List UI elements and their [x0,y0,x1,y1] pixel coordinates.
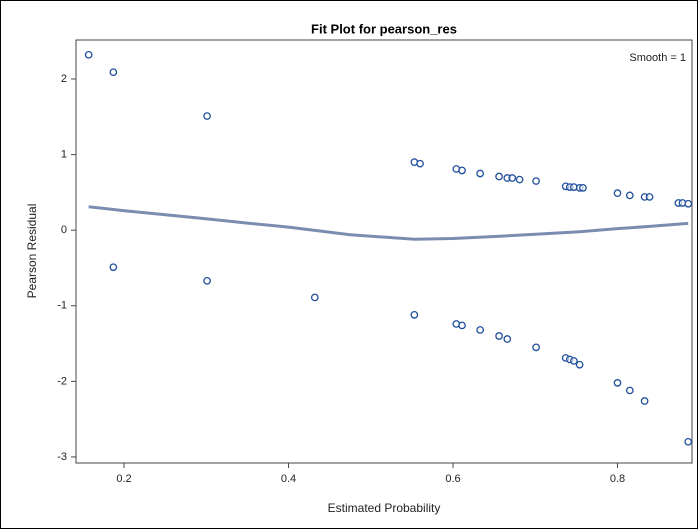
x-tick-label: 0.6 [445,473,460,485]
residual-point [613,189,622,197]
residual-point [532,177,540,185]
residual-point [476,169,484,178]
residual-point [495,332,503,340]
residual-point [109,68,118,77]
residual-point [410,310,419,319]
residual-point [575,360,584,369]
y-axis-title: Pearson Residual [25,204,39,299]
x-tick-label: 0.4 [281,473,296,485]
residual-point [495,172,503,181]
x-axis-title: Estimated Probability [328,501,441,515]
residual-point [476,326,484,334]
plot-frame [75,39,693,464]
y-tick-label: -3 [57,451,67,463]
residual-point [416,159,424,168]
residual-point [84,50,93,59]
y-tick-label: 0 [61,224,67,236]
residual-point [503,335,512,343]
residual-point [570,357,578,365]
residual-point [625,386,634,395]
y-tick-label: 2 [61,73,67,85]
y-tick-label: 1 [61,149,67,161]
residual-point [458,321,466,330]
annotation: Smooth = 1 [629,52,686,64]
residual-point [515,175,524,184]
residual-point [109,263,118,272]
residual-point [458,166,466,175]
x-tick-label: 0.2 [116,473,131,485]
residual-point [532,343,540,352]
smooth-line [88,205,689,241]
residual-point [613,379,622,387]
y-tick-label: -2 [57,375,67,387]
residual-point [640,397,649,405]
residual-point [684,437,693,446]
y-tick-label: -1 [57,300,67,312]
residual-point [684,199,693,208]
x-tick-label: 0.8 [610,473,625,485]
residual-point [203,112,211,120]
residual-point [579,184,587,192]
residual-point [310,293,319,302]
chart-title: Fit Plot for pearson_res [311,21,457,36]
residual-point [625,191,634,200]
residual-point [203,276,211,285]
residual-point [508,174,517,182]
residual-point [645,193,654,201]
